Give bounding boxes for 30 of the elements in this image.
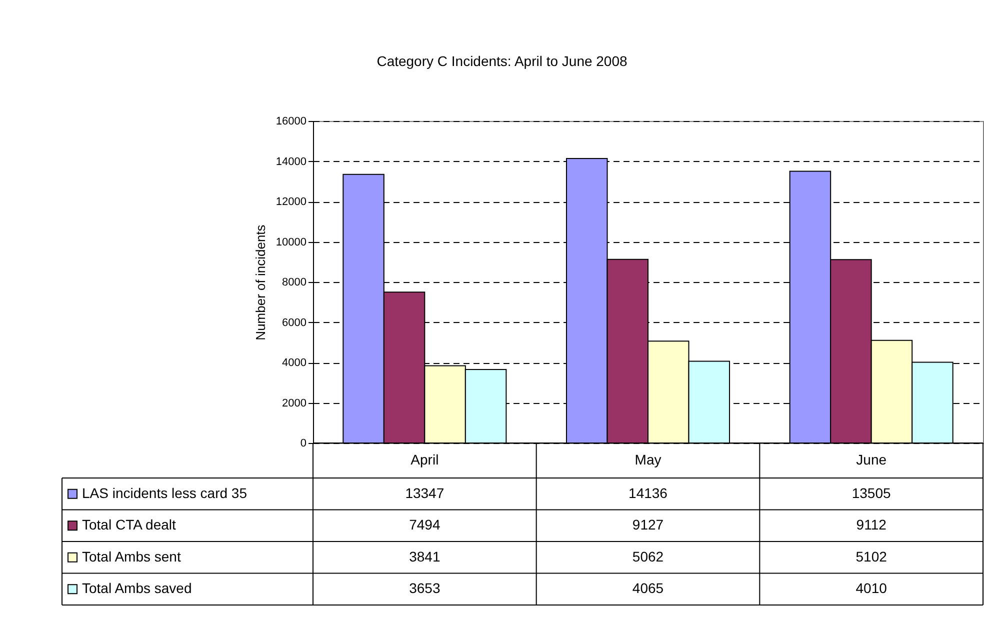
y-tick-label: 0 [300, 438, 306, 450]
x-tick-label: April [410, 452, 439, 468]
data-label: 9127 [632, 516, 664, 533]
data-label: 5062 [632, 548, 664, 564]
x-tick-label: May [634, 452, 662, 468]
y-axis-title: Number of incidents [252, 224, 268, 340]
x-tick-label: June [856, 452, 887, 468]
data-label: 3653 [409, 580, 440, 596]
y-tick-label: 2000 [282, 397, 306, 410]
legend-label: Total CTA dealt [82, 516, 176, 533]
data-label: 9112 [856, 516, 887, 533]
data-label: 4065 [632, 580, 664, 596]
data-label: 13505 [852, 484, 892, 501]
data-label: 14136 [628, 484, 668, 501]
data-label: 7494 [409, 516, 440, 533]
data-label: 3841 [409, 548, 440, 564]
y-tick-label: 16000 [276, 116, 306, 128]
legend-label: LAS incidents less card 35 [82, 484, 248, 501]
y-tick-label: 12000 [276, 196, 306, 208]
data-label: 5102 [856, 548, 888, 564]
y-tick-label: 4000 [282, 357, 306, 369]
legend-label: Total Ambs saved [82, 580, 192, 596]
y-tick-label: 10000 [276, 236, 306, 248]
data-label: 4010 [856, 580, 888, 596]
legend-label: Total Ambs sent [82, 548, 181, 564]
y-tick-label: 14000 [276, 156, 306, 168]
data-label: 13347 [405, 484, 444, 501]
chart-title: Category C Incidents: April to June 2008 [376, 53, 628, 69]
y-tick-label: 6000 [282, 316, 306, 329]
y-tick-label: 8000 [282, 276, 306, 288]
